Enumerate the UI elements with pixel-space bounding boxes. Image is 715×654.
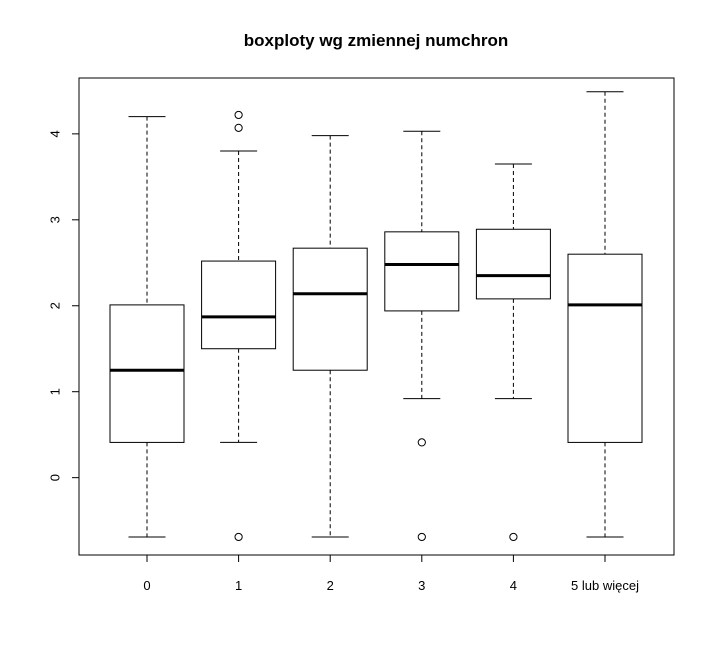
outlier-point bbox=[417, 532, 426, 542]
iqr-box bbox=[567, 253, 643, 443]
iqr-box bbox=[292, 247, 368, 371]
iqr-box bbox=[475, 228, 551, 300]
y-tick-label: 2 bbox=[48, 302, 63, 309]
iqr-box bbox=[384, 231, 460, 312]
outlier-point bbox=[234, 110, 243, 120]
x-tick-label: 2 bbox=[327, 578, 334, 593]
boxes bbox=[109, 91, 643, 542]
outlier-point bbox=[509, 532, 518, 542]
outlier-point bbox=[417, 438, 426, 447]
box-5 bbox=[567, 91, 643, 538]
box-2 bbox=[292, 135, 368, 538]
box-0 bbox=[109, 116, 185, 538]
y-tick-label: 3 bbox=[48, 216, 63, 223]
y-axis: 0 1 2 3 4 bbox=[48, 130, 80, 481]
outlier-point bbox=[234, 123, 243, 132]
x-axis: 0 1 2 3 4 5 lub więcej bbox=[143, 554, 639, 593]
iqr-box bbox=[201, 260, 277, 350]
box-3 bbox=[384, 130, 460, 542]
x-tick-label: 3 bbox=[418, 578, 425, 593]
iqr-box bbox=[109, 304, 185, 443]
y-tick-label: 0 bbox=[48, 474, 63, 481]
box-1 bbox=[201, 110, 277, 542]
box-4 bbox=[475, 163, 551, 542]
x-tick-label: 0 bbox=[143, 578, 150, 593]
chart-title: boxploty wg zmiennej numchron bbox=[244, 31, 508, 50]
y-tick-label: 1 bbox=[48, 388, 63, 395]
x-tick-label: 1 bbox=[235, 578, 242, 593]
x-tick-label: 5 lub więcej bbox=[571, 578, 639, 593]
outlier-point bbox=[234, 532, 243, 542]
y-tick-label: 4 bbox=[48, 130, 63, 137]
x-tick-label: 4 bbox=[510, 578, 517, 593]
